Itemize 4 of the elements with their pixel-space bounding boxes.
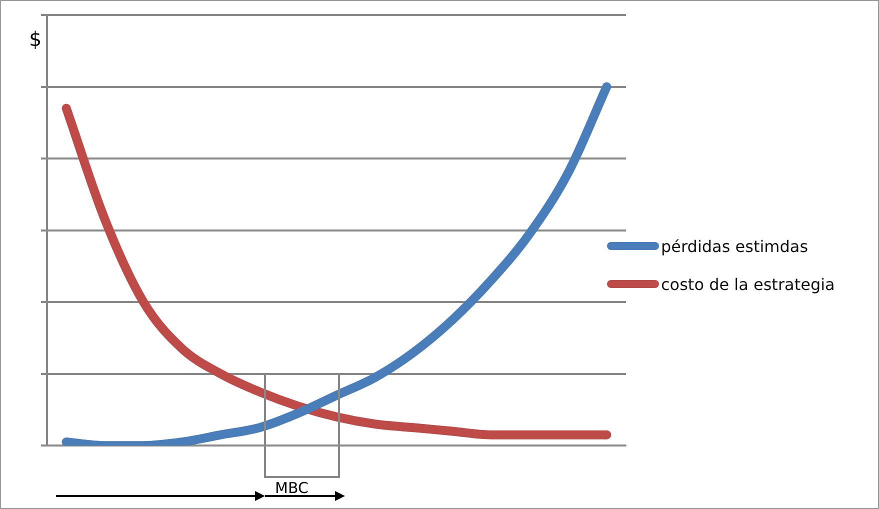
legend-label: costo de la estrategia: [661, 274, 835, 294]
text: MBC: [275, 479, 308, 497]
y-axis-title: $: [29, 27, 42, 51]
legend-label: pérdidas estimdas: [661, 236, 808, 256]
